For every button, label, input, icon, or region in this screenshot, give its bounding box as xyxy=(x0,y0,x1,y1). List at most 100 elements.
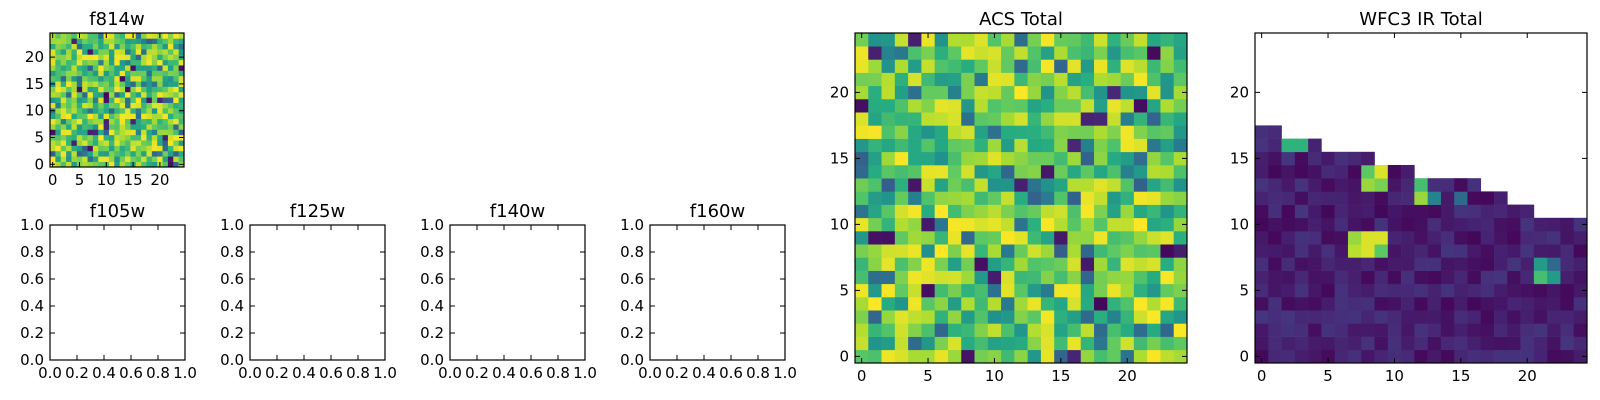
heatmap-cell xyxy=(1268,310,1282,324)
heatmap-cell xyxy=(1133,244,1148,258)
heatmap-cell xyxy=(934,297,949,311)
heatmap-cell xyxy=(103,156,110,162)
heatmap-cell xyxy=(1334,191,1349,205)
heatmap-cell xyxy=(1361,323,1375,337)
heatmap-cell xyxy=(55,49,62,55)
heatmap-cell xyxy=(1040,46,1055,60)
heatmap-cell xyxy=(974,178,989,192)
heatmap-cell xyxy=(151,150,158,157)
heatmap-cell xyxy=(1454,244,1468,258)
heatmap-cell xyxy=(1255,178,1269,192)
heatmap-cell xyxy=(162,65,169,71)
heatmap-cell xyxy=(961,231,975,245)
heatmap-cell xyxy=(146,75,153,82)
heatmap-cell xyxy=(130,81,137,87)
heatmap-cell xyxy=(167,161,174,168)
heatmap-cell xyxy=(921,257,935,271)
heatmap-cell xyxy=(125,81,131,87)
panel-3: 0.0 0.2 0.4 0.6 0.8 1.00.00.20.40.60.81.0f140… xyxy=(420,201,597,382)
heatmap-cell xyxy=(1173,151,1188,166)
heatmap-cell xyxy=(178,33,185,39)
heatmap-cell xyxy=(66,75,72,82)
heatmap-cell xyxy=(60,65,67,71)
heatmap-cell xyxy=(974,204,989,219)
heatmap-cell xyxy=(92,75,99,82)
heatmap-cell xyxy=(1334,310,1349,324)
heatmap-cell xyxy=(1133,46,1148,60)
heatmap-cell xyxy=(1494,270,1508,285)
heatmap-cell xyxy=(1427,283,1442,298)
heatmap-cell xyxy=(855,204,869,219)
heatmap-cell xyxy=(1160,310,1175,324)
heatmap-cell xyxy=(1494,323,1508,337)
heatmap-cell xyxy=(146,113,153,120)
heatmap-cell xyxy=(1361,270,1375,285)
heatmap-cell xyxy=(157,156,163,162)
heatmap-cell xyxy=(103,65,110,71)
y-tick-label: 20 xyxy=(830,83,849,101)
heatmap-cell xyxy=(1001,151,1015,166)
heatmap-cell xyxy=(855,178,869,192)
heatmap-cell xyxy=(71,86,78,93)
heatmap-cell xyxy=(66,81,72,87)
heatmap-cell xyxy=(1361,310,1375,324)
heatmap-cell xyxy=(157,129,163,136)
heatmap-cell xyxy=(1414,349,1428,364)
heatmap-cell xyxy=(1414,231,1428,245)
heatmap-cell xyxy=(1401,270,1415,285)
heatmap-cell xyxy=(934,191,949,205)
heatmap-cell xyxy=(1014,72,1028,87)
heatmap-cell xyxy=(71,70,78,77)
heatmap-cell xyxy=(961,217,975,232)
heatmap-cell xyxy=(894,297,909,311)
heatmap-cell xyxy=(55,86,62,93)
y-tick-label: 10 xyxy=(830,215,849,233)
heatmap-cell xyxy=(974,151,989,166)
heatmap-cell xyxy=(1107,323,1121,337)
y-tick-label: 0.6 xyxy=(620,270,644,288)
heatmap-cell xyxy=(82,38,88,45)
heatmap-cell xyxy=(108,145,115,152)
heatmap-cell xyxy=(1334,349,1349,364)
heatmap-cell xyxy=(66,102,72,109)
heatmap-cell xyxy=(173,108,179,114)
heatmap-cell xyxy=(1560,217,1575,232)
heatmap-cell xyxy=(135,91,142,98)
heatmap-cell xyxy=(173,140,179,146)
heatmap-cell xyxy=(162,59,169,66)
heatmap-cell xyxy=(1454,217,1468,232)
heatmap-cell xyxy=(868,204,882,219)
heatmap-cell xyxy=(92,81,99,87)
heatmap-cell xyxy=(157,102,163,109)
heatmap-cell xyxy=(1454,310,1468,324)
heatmap-cell xyxy=(1440,297,1455,311)
heatmap-cell xyxy=(92,108,99,114)
heatmap-cell xyxy=(961,283,975,298)
heatmap-cell xyxy=(1173,231,1188,245)
heatmap-cell xyxy=(1347,244,1362,258)
heatmap-cell xyxy=(868,191,882,205)
heatmap-cell xyxy=(1321,217,1335,232)
heatmap-cell xyxy=(1308,349,1322,364)
heatmap-cell xyxy=(1147,85,1161,100)
heatmap-cell xyxy=(87,118,94,125)
heatmap-cell xyxy=(157,140,163,146)
heatmap-cell xyxy=(855,283,869,298)
heatmap-cell xyxy=(1107,283,1121,298)
heatmap-cell xyxy=(60,97,67,103)
y-tick-label: 0.4 xyxy=(20,297,44,315)
y-tick-label: 0.8 xyxy=(420,243,444,261)
heatmap-cell xyxy=(1080,336,1095,351)
heatmap-cell xyxy=(974,283,989,298)
heatmap-cell xyxy=(908,178,922,192)
heatmap-cell xyxy=(894,244,909,258)
heatmap-cell xyxy=(1334,165,1349,179)
heatmap-cell xyxy=(66,108,72,114)
heatmap-cell xyxy=(50,150,56,157)
x-tick-label: 0.0 xyxy=(38,364,62,382)
heatmap-cell xyxy=(108,54,115,61)
heatmap-cell xyxy=(1547,257,1561,271)
heatmap-cell xyxy=(1080,138,1095,153)
heatmap-cell xyxy=(868,257,882,271)
heatmap-cell xyxy=(157,108,163,114)
